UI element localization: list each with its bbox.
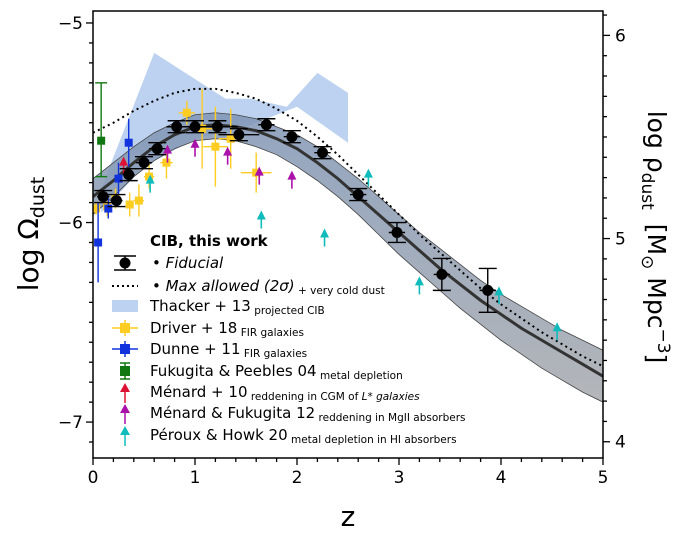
dunne-point-2 xyxy=(114,162,123,195)
peroux-arrow-1 xyxy=(256,210,266,229)
peroux-arrow-4 xyxy=(414,276,424,295)
legend-entry-dunne: Dunne + 11 FIR galaxies xyxy=(112,340,307,360)
legend-driver-label: Driver + 18 xyxy=(150,319,237,337)
dunne-point-3 xyxy=(124,118,133,167)
svg-text:Ménard + 10 reddening in CGM o: Ménard + 10 reddening in CGM of L* galax… xyxy=(150,383,420,403)
peroux-arrow-3 xyxy=(363,168,373,187)
peroux-arrow-0 xyxy=(145,174,155,193)
x-axis-title: z xyxy=(341,500,356,533)
cib-point-12 xyxy=(349,187,368,202)
legend-entry-cib: CIB, this work • Fiducial • Max allowed … xyxy=(112,232,385,297)
legend: CIB, this work • Fiducial • Max allowed … xyxy=(112,232,466,446)
dunne-point-0 xyxy=(94,202,103,283)
menard-fukugita-arrow-3 xyxy=(254,166,264,185)
legend-fiducial: • Fiducial xyxy=(152,254,224,272)
legend-menard-fukugita-label: Ménard & Fukugita 12 xyxy=(150,404,315,422)
cib-point-3 xyxy=(135,155,153,170)
menard-fukugita-arrow-2 xyxy=(223,146,233,165)
legend-entry-menard10: Ménard + 10 reddening in CGM of L* galax… xyxy=(120,383,420,403)
cib-point-7 xyxy=(197,120,238,134)
x-tick-label-4: 4 xyxy=(496,468,507,488)
menard-fukugita-arrow-4 xyxy=(287,170,297,189)
cib-point-13 xyxy=(387,221,406,244)
y-left-tick-label: −5 xyxy=(58,14,83,34)
y-left-tick-label: −6 xyxy=(58,214,83,234)
cib-point-14 xyxy=(432,257,451,292)
x-tick-label-1: 1 xyxy=(190,468,201,488)
svg-text:Fukugita & Peebles 04 metal de: Fukugita & Peebles 04 metal depletion xyxy=(150,362,403,382)
svg-text:Ménard & Fukugita 12 reddening: Ménard & Fukugita 12 reddening in MgII a… xyxy=(150,404,466,424)
x-tick-label-3: 3 xyxy=(394,468,405,488)
legend-entry-fukugita-peebles: Fukugita & Peebles 04 metal depletion xyxy=(120,362,403,382)
cib-point-11 xyxy=(313,145,332,160)
cib-point-0 xyxy=(94,189,113,204)
legend-fukugita-label: Fukugita & Peebles 04 xyxy=(150,362,317,380)
legend-max-allowed: • Max allowed (2σ) + very cold dust xyxy=(152,277,385,297)
y-axis-right-title: log ρdust[M⊙ Mpc−3] xyxy=(637,111,673,364)
menard-fukugita-arrow-1 xyxy=(190,138,200,157)
cib-point-9 xyxy=(257,118,276,132)
x-tick-label-2: 2 xyxy=(292,468,303,488)
cib-point-10 xyxy=(282,130,301,144)
peroux-arrow-5 xyxy=(494,286,504,305)
legend-entry-menard-fukugita: Ménard & Fukugita 12 reddening in MgII a… xyxy=(120,404,466,424)
fukugita-point-0 xyxy=(95,82,108,178)
cib-point-5 xyxy=(166,120,187,134)
driver-point-11 xyxy=(240,152,272,193)
legend-peroux-label: Péroux & Howk 20 xyxy=(150,426,288,444)
y-axis-left-title: log Ωdust xyxy=(12,177,49,291)
cib-point-6 xyxy=(184,120,206,134)
x-tick-label-5: 5 xyxy=(598,468,609,488)
legend-dunne-label: Dunne + 11 xyxy=(150,340,241,358)
menard-fukugita-arrow-0 xyxy=(162,144,172,163)
y-left-tick-label: −7 xyxy=(58,413,83,433)
y-right-tick-label-4: 4 xyxy=(615,433,626,453)
x-tick-label-0: 0 xyxy=(88,468,99,488)
legend-thacker-label: Thacker + 13 xyxy=(149,297,251,315)
driver-point-3 xyxy=(125,192,134,217)
cib-point-1 xyxy=(107,193,126,208)
plot-frame xyxy=(92,10,604,459)
legend-entry-driver: Driver + 18 FIR galaxies xyxy=(112,319,304,339)
cib-point-2 xyxy=(119,167,138,182)
svg-text:Driver + 18 FIR galaxies: Driver + 18 FIR galaxies xyxy=(150,319,304,339)
cib-point-8 xyxy=(218,128,260,142)
y-right-tick-label-5: 5 xyxy=(615,230,626,250)
y-right-tick-label-6: 6 xyxy=(615,26,626,46)
legend-entry-thacker: Thacker + 13 projected CIB xyxy=(112,297,325,317)
legend-cib-title: CIB, this work xyxy=(150,232,269,250)
driver-point-4 xyxy=(133,184,144,217)
cib-point-15 xyxy=(478,267,497,314)
svg-text:Thacker + 13 projected CIB: Thacker + 13 projected CIB xyxy=(149,297,325,317)
peroux-arrow-6 xyxy=(552,322,562,341)
cib-point-4 xyxy=(148,142,167,156)
svg-text:Péroux & Howk 20 metal depleti: Péroux & Howk 20 metal depletion in HI a… xyxy=(150,426,457,446)
svg-text:Dunne + 11 FIR galaxies: Dunne + 11 FIR galaxies xyxy=(150,340,307,360)
legend-menard10-label: Ménard + 10 xyxy=(150,383,248,401)
max-allowed-curve xyxy=(93,87,603,368)
thacker-region xyxy=(101,52,348,213)
peroux-arrow-2 xyxy=(320,228,330,247)
legend-entry-peroux: Péroux & Howk 20 metal depletion in HI a… xyxy=(120,426,457,446)
